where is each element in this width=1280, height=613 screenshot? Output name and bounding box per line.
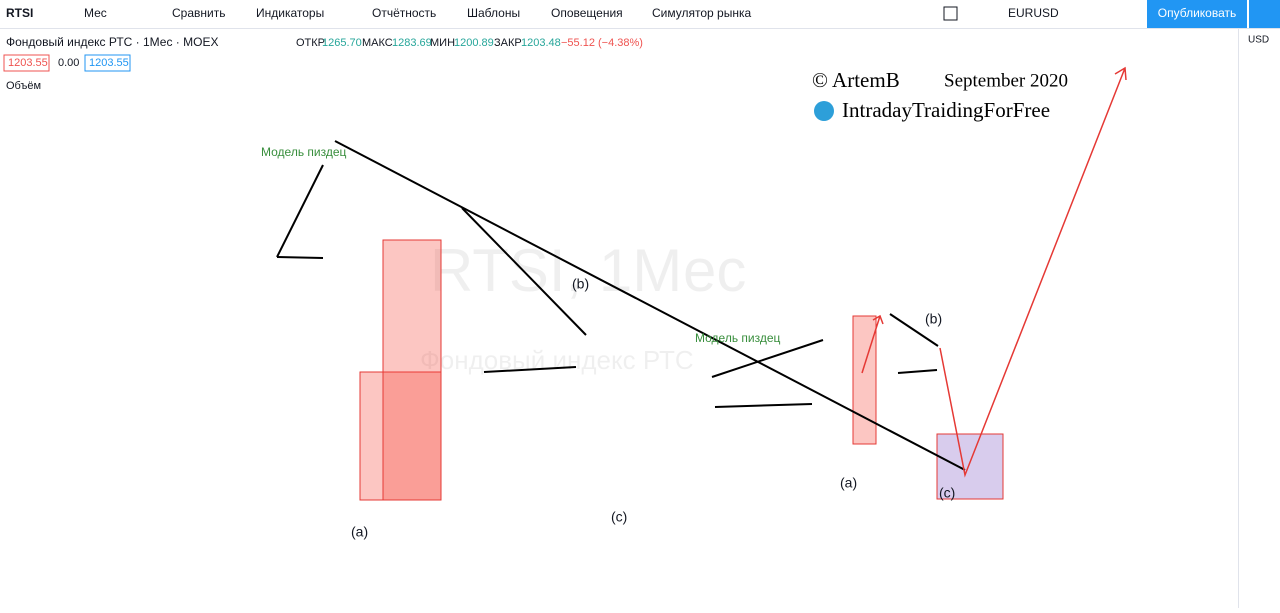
watermark-symbol: RTSI, 1Мес bbox=[430, 237, 746, 304]
telegram-icon bbox=[814, 101, 834, 121]
annotation: (c) bbox=[611, 509, 627, 525]
price-box-text: 1203.55 bbox=[8, 57, 48, 69]
annotation: (b) bbox=[925, 311, 942, 327]
alerts[interactable]: Оповещения bbox=[551, 6, 623, 20]
checkbox[interactable] bbox=[943, 6, 958, 21]
arrows bbox=[861, 66, 1127, 478]
legend-label: ЗАКР bbox=[494, 37, 522, 49]
price-box bbox=[3, 54, 50, 72]
annotation: (c) bbox=[939, 485, 955, 501]
price-box-text: 1203.55 bbox=[89, 57, 129, 69]
box bbox=[936, 433, 1004, 500]
channel: IntradayTraidingForFree bbox=[842, 98, 1050, 122]
legend-title: Фондовый индекс РТС · 1Мес · MOEX bbox=[6, 35, 218, 49]
box bbox=[852, 315, 877, 445]
boxes bbox=[359, 239, 1004, 501]
compare[interactable]: Сравнить bbox=[172, 6, 225, 20]
trend-lines bbox=[276, 140, 966, 471]
watermark-name: Фондовый индекс РТС bbox=[420, 345, 694, 375]
financials[interactable]: Отчётность bbox=[372, 6, 436, 20]
author: © ArtemB bbox=[812, 68, 900, 92]
unit-label: USD bbox=[1248, 35, 1269, 46]
price-box bbox=[84, 54, 131, 72]
indicators[interactable]: Индикаторы bbox=[256, 6, 324, 20]
legend-value: 1200.89 bbox=[454, 37, 494, 49]
publish-label[interactable]: Опубликовать bbox=[1158, 6, 1236, 20]
annotation: (a) bbox=[840, 475, 857, 491]
legend-value: 1265.70 bbox=[322, 37, 362, 49]
price-axis bbox=[1238, 29, 1280, 608]
publish-button[interactable] bbox=[1147, 0, 1247, 28]
box bbox=[382, 239, 442, 501]
symbol[interactable]: RTSI bbox=[6, 6, 33, 20]
legend-label: МИН bbox=[430, 37, 455, 49]
templates[interactable]: Шаблоны bbox=[467, 6, 520, 20]
annotation: Модель пиздец bbox=[695, 331, 781, 345]
interval[interactable]: Мес bbox=[84, 6, 107, 20]
legend-label: ОТКР bbox=[296, 37, 325, 49]
date: September 2020 bbox=[944, 70, 1068, 91]
legend-value: 1203.48 bbox=[521, 37, 561, 49]
annotation: (b) bbox=[572, 276, 589, 292]
annotation: (a) bbox=[351, 524, 368, 540]
legend-value: 1283.69 bbox=[392, 37, 432, 49]
play-button[interactable] bbox=[1249, 0, 1280, 28]
replay[interactable]: Симулятор рынка bbox=[652, 6, 751, 20]
pair[interactable]: EURUSD bbox=[1008, 6, 1059, 20]
price-box-text: 0.00 bbox=[58, 57, 79, 69]
legend-label: МАКС bbox=[362, 37, 393, 49]
toolbar bbox=[0, 0, 1280, 28]
volume-label: Объём bbox=[6, 80, 41, 92]
legend-change: −55.12 (−4.38%) bbox=[561, 37, 643, 49]
annotation: Модель пиздец bbox=[261, 145, 347, 159]
